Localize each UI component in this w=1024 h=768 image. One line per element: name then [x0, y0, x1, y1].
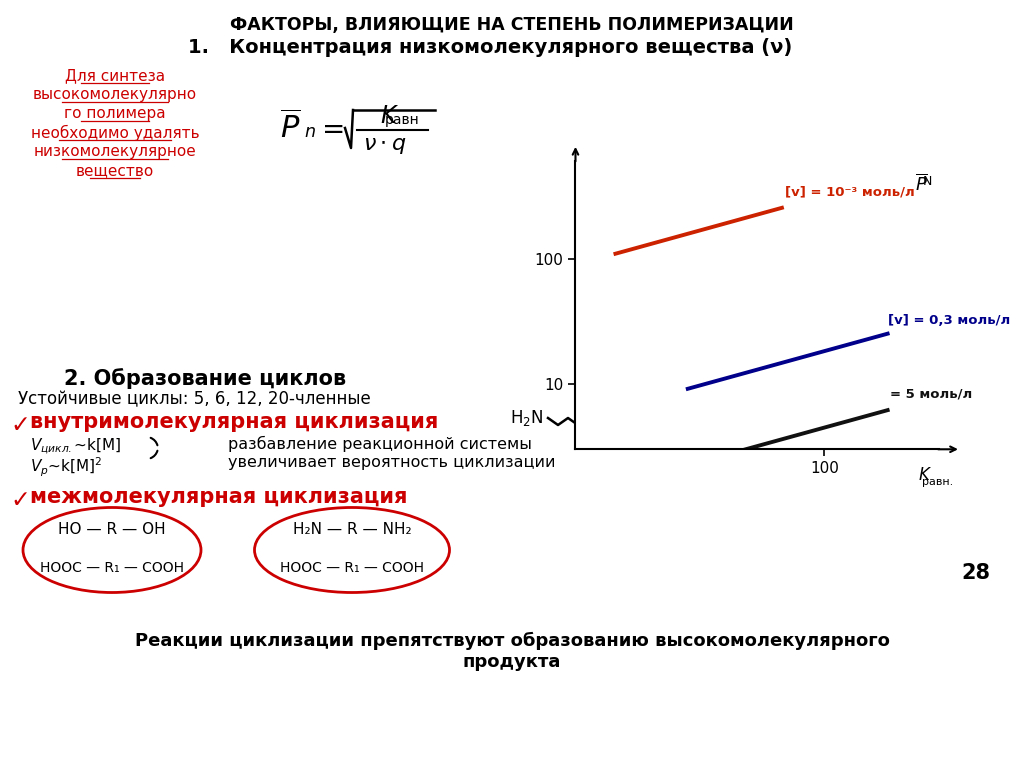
Text: HOOC — R₁ — COOH: HOOC — R₁ — COOH [280, 561, 424, 575]
Text: Реакции циклизации препятствуют образованию высокомолекулярного
продукта: Реакции циклизации препятствуют образова… [134, 632, 890, 671]
Text: Устойчивые циклы: 5, 6, 12, 20-членные: Устойчивые циклы: 5, 6, 12, 20-членные [18, 390, 371, 408]
Text: 1.   Концентрация низкомолекулярного вещества (ν): 1. Концентрация низкомолекулярного вещес… [187, 38, 793, 57]
Text: ✓: ✓ [10, 413, 30, 437]
Text: 28: 28 [961, 563, 990, 583]
Text: 2. Образование циклов: 2. Образование циклов [63, 368, 346, 389]
Text: HOOC — R₁ — COOH: HOOC — R₁ — COOH [40, 561, 184, 575]
Text: $V_{цикл.}$~k[M]: $V_{цикл.}$~k[M] [30, 437, 121, 457]
Text: HO — R — OH: HO — R — OH [58, 522, 166, 538]
Text: H₂N — R — NH₂: H₂N — R — NH₂ [293, 522, 412, 538]
Text: внутримолекулярная циклизация: внутримолекулярная циклизация [30, 412, 438, 432]
Text: [v] = 10⁻³ моль/л: [v] = 10⁻³ моль/л [785, 185, 914, 198]
Text: равн.: равн. [923, 477, 953, 487]
Text: разбавление реакционной системы
увеличивает вероятность циклизации: разбавление реакционной системы увеличив… [228, 436, 555, 469]
Text: $\overline{P}$: $\overline{P}$ [914, 174, 928, 194]
Text: $V_p$~k[M]$^2$: $V_p$~k[M]$^2$ [30, 456, 102, 479]
Text: межмолекулярная циклизация: межмолекулярная циклизация [30, 487, 408, 507]
Text: K: K [919, 466, 930, 484]
Text: $\mathregular{H_2N}$: $\mathregular{H_2N}$ [510, 408, 544, 428]
Text: вещество: вещество [76, 163, 155, 178]
Text: N: N [772, 423, 784, 441]
Text: COOH: COOH [598, 408, 648, 426]
Text: ✓: ✓ [10, 488, 30, 512]
Text: $K$: $K$ [381, 104, 399, 128]
Text: = 5 моль/л: = 5 моль/л [890, 387, 973, 400]
Text: Для синтеза: Для синтеза [65, 68, 165, 83]
Text: $\overline{P}$: $\overline{P}$ [280, 111, 300, 145]
Text: низкомолекулярное: низкомолекулярное [34, 144, 197, 159]
Text: C=O: C=O [798, 423, 834, 439]
Text: $=$: $=$ [316, 114, 344, 142]
Text: N: N [923, 175, 932, 188]
Text: $_n$: $_n$ [304, 116, 316, 140]
Text: $\nu \cdot q$: $\nu \cdot q$ [364, 136, 407, 156]
Text: ФАКТОРЫ, ВЛИЯЮЩИЕ НА СТЕПЕНЬ ПОЛИМЕРИЗАЦИИ: ФАКТОРЫ, ВЛИЯЮЩИЕ НА СТЕПЕНЬ ПОЛИМЕРИЗАЦ… [230, 16, 794, 34]
Text: необходимо удалять: необходимо удалять [31, 125, 200, 141]
Text: [v] = 0,3 моль/л: [v] = 0,3 моль/л [888, 314, 1010, 327]
Text: равн: равн [385, 113, 420, 127]
Text: го полимера: го полимера [65, 106, 166, 121]
Text: высокомолекулярно: высокомолекулярно [33, 87, 197, 102]
